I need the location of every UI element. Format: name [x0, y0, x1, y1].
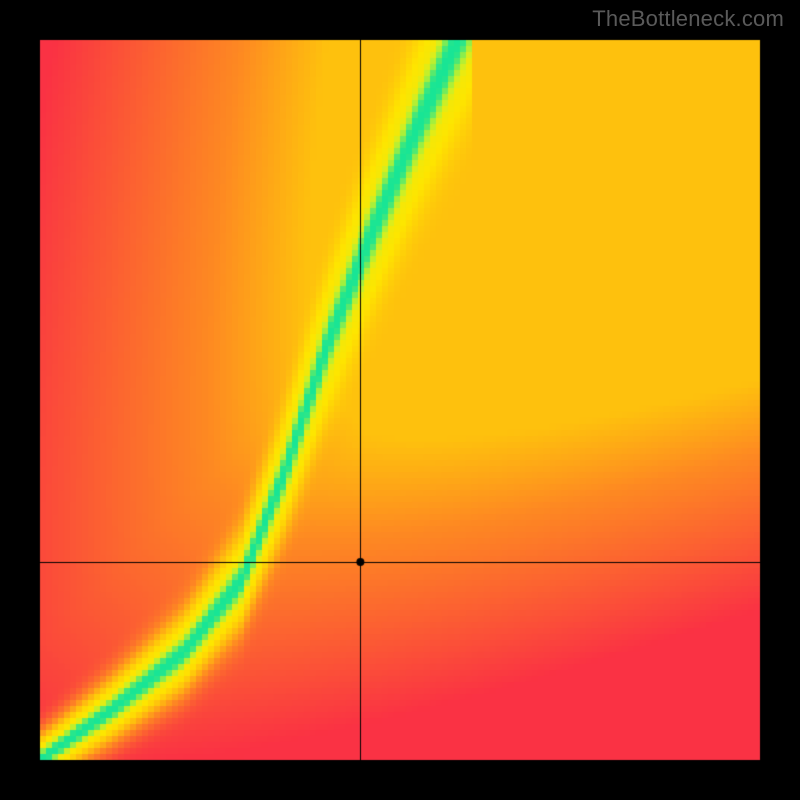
- watermark-text: TheBottleneck.com: [592, 6, 784, 32]
- heatmap-canvas: [0, 0, 800, 800]
- chart-stage: TheBottleneck.com: [0, 0, 800, 800]
